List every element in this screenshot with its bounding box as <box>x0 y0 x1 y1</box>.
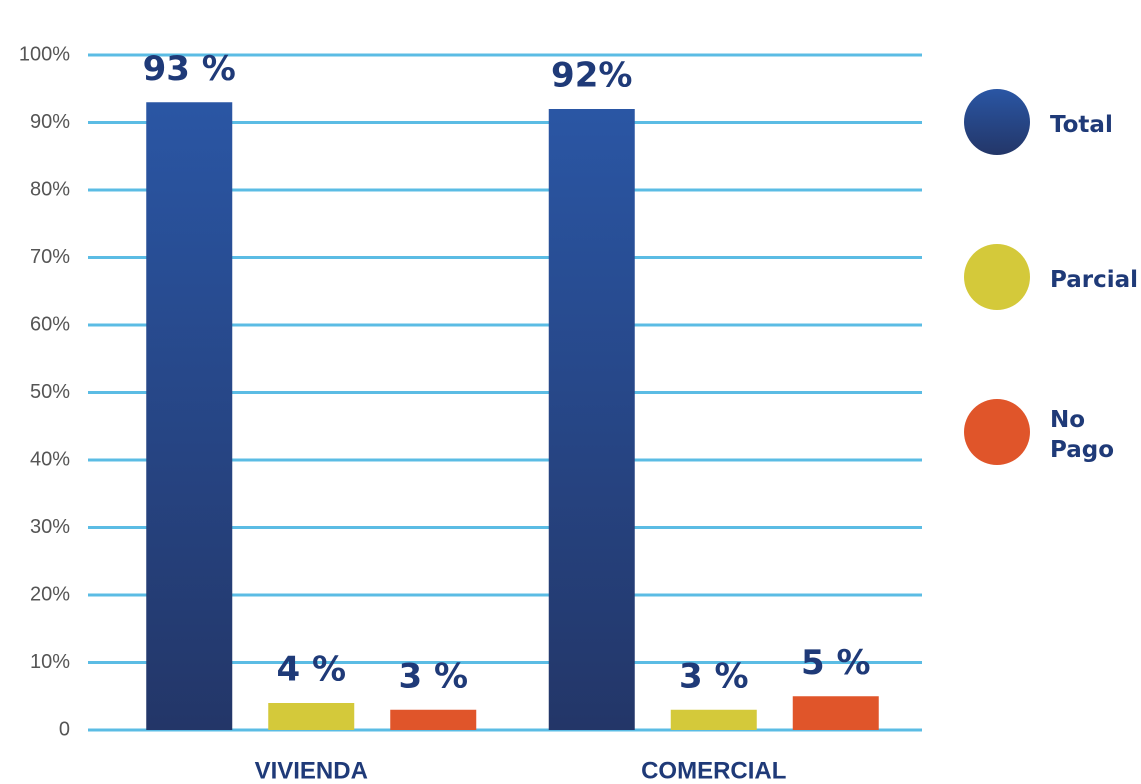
legend-label: Total <box>1050 112 1113 138</box>
bar <box>146 102 233 730</box>
y-tick-label: 100% <box>19 43 70 65</box>
y-tick-label: 20% <box>30 583 70 605</box>
legend-swatch <box>964 89 1030 155</box>
value-label: 92% <box>551 56 632 96</box>
y-tick-label: 50% <box>30 381 70 403</box>
bar <box>268 703 355 730</box>
bar <box>390 709 477 730</box>
legend-label: Parcial <box>1050 267 1139 293</box>
y-tick-label: 90% <box>30 111 70 133</box>
bar <box>792 696 879 730</box>
value-label: 5 % <box>801 643 871 683</box>
bar <box>670 709 757 730</box>
x-tick-label: VIVIENDA <box>255 757 368 784</box>
legend-swatch <box>964 244 1030 310</box>
y-tick-label: 80% <box>30 178 70 200</box>
bar <box>548 109 635 730</box>
y-tick-label: 0 <box>59 718 70 740</box>
value-label: 3 % <box>679 656 749 696</box>
y-tick-label: 30% <box>30 516 70 538</box>
y-tick-label: 40% <box>30 448 70 470</box>
value-label: 4 % <box>276 650 346 690</box>
value-label: 93 % <box>143 49 236 89</box>
legend-swatch <box>964 399 1030 465</box>
value-label: 3 % <box>398 656 468 696</box>
y-tick-label: 60% <box>30 313 70 335</box>
legend-label: No Pago <box>1050 407 1115 463</box>
x-tick-label: COMERCIAL <box>641 757 786 784</box>
y-tick-label: 10% <box>30 651 70 673</box>
y-tick-label: 70% <box>30 246 70 268</box>
